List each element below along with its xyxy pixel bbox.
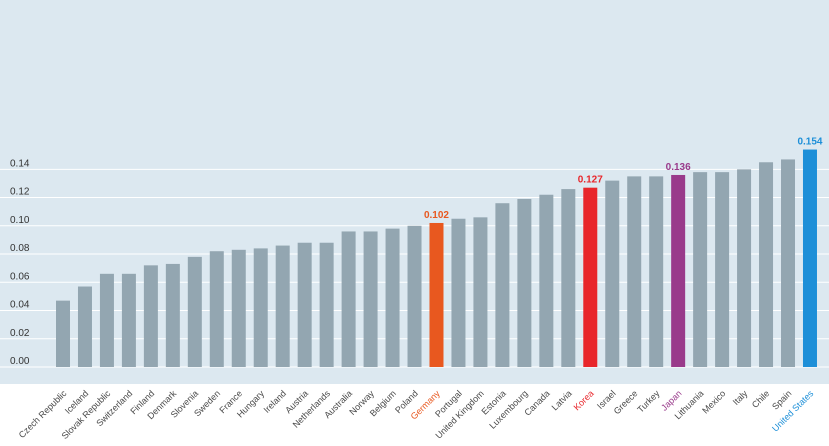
- bar-germany: [429, 222, 444, 367]
- y-axis-ticks: 0.00 0.02 0.04 0.06 0.08 0.10 0.12 0.14: [10, 158, 30, 367]
- bar-poland: [407, 225, 422, 367]
- y-tick-label: 0.00: [10, 356, 30, 367]
- value-labels: 0.102 0.127 0.136 0.154: [424, 137, 823, 221]
- bar-spain: [781, 159, 796, 367]
- bar-czech-republic: [56, 300, 70, 367]
- bars: [56, 149, 817, 367]
- bar-latvia: [561, 189, 576, 367]
- bar-japan: [671, 174, 686, 367]
- x-tick-label-greece: Greece: [612, 388, 640, 416]
- y-tick-label: 0.12: [10, 187, 30, 198]
- value-label-germany: 0.102: [424, 210, 449, 221]
- bar-greece: [627, 176, 642, 367]
- bar-lithuania: [693, 172, 708, 367]
- value-label-united-states: 0.154: [797, 137, 822, 148]
- y-tick-label: 0.02: [10, 328, 30, 339]
- bar-turkey: [649, 176, 664, 367]
- bar-belgium: [385, 228, 400, 367]
- y-tick-label: 0.06: [10, 271, 30, 282]
- bar-hungary: [253, 248, 268, 367]
- bar-italy: [737, 169, 752, 367]
- bar-luxembourg: [517, 198, 532, 367]
- bar-portugal: [451, 218, 466, 367]
- bar-norway: [363, 231, 378, 367]
- bar-united-kingdom: [473, 217, 488, 367]
- bar-estonia: [495, 203, 510, 367]
- x-tick-label-ireland: Ireland: [262, 388, 289, 415]
- y-tick-label: 0.10: [10, 215, 30, 226]
- x-tick-label-turkey: Turkey: [635, 388, 662, 415]
- bar-france: [231, 249, 246, 367]
- bar-korea: [583, 187, 598, 367]
- bar-finland: [143, 265, 158, 367]
- x-tick-label-italy: Italy: [731, 388, 750, 407]
- bar-mexico: [715, 172, 730, 367]
- bar-sweden: [209, 251, 224, 367]
- y-tick-label: 0.08: [10, 243, 30, 254]
- y-tick-label: 0.14: [10, 158, 30, 169]
- bar-netherlands: [319, 242, 334, 367]
- x-tick-label-chile: Chile: [750, 388, 772, 410]
- bar-austria: [297, 242, 312, 367]
- value-label-korea: 0.127: [578, 175, 603, 186]
- bar-switzerland: [121, 273, 136, 367]
- bar-israel: [605, 180, 620, 367]
- bar-denmark: [165, 263, 180, 367]
- bar-slovenia: [187, 256, 202, 367]
- bar-united-states: [802, 149, 817, 367]
- value-label-japan: 0.136: [666, 162, 691, 173]
- bar-canada: [539, 194, 554, 367]
- bar-chile: [759, 162, 774, 367]
- bar-ireland: [275, 245, 290, 367]
- bar-australia: [341, 231, 356, 367]
- x-tick-label-latvia: Latvia: [550, 388, 574, 412]
- bar-iceland: [77, 286, 92, 367]
- x-tick-label-korea: Korea: [572, 388, 596, 412]
- x-tick-label-mexico: Mexico: [700, 388, 727, 415]
- y-tick-label: 0.04: [10, 300, 30, 311]
- bar-slovak-republic: [99, 273, 114, 367]
